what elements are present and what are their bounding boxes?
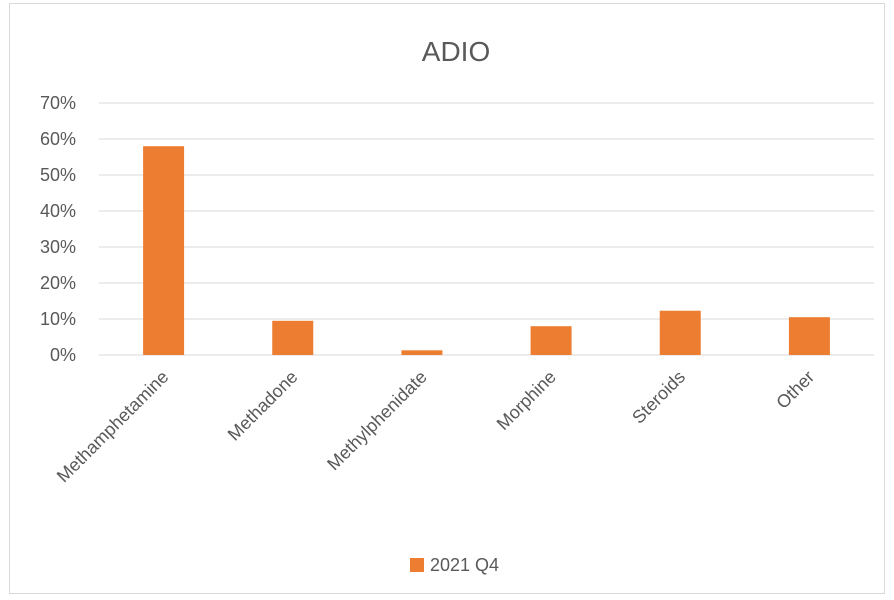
y-tick-label: 10%: [40, 309, 76, 329]
legend: 2021 Q4: [410, 555, 499, 575]
x-tick-label: Methylphenidate: [323, 367, 431, 475]
y-tick-label: 20%: [40, 273, 76, 293]
bar-other: [788, 317, 830, 355]
bar-steroids: [659, 310, 701, 355]
y-tick-label: 40%: [40, 201, 76, 221]
legend-label: 2021 Q4: [430, 555, 499, 575]
chart-title: ADIO: [422, 36, 490, 67]
bar-methamphetamine: [143, 146, 185, 355]
y-tick-label: 60%: [40, 129, 76, 149]
x-tick-label: Methamphetamine: [53, 367, 173, 487]
y-tick-label: 0%: [50, 345, 76, 365]
x-tick-label: Morphine: [493, 367, 560, 434]
bar-methylphenidate: [401, 350, 443, 355]
bars: [143, 146, 830, 355]
y-tick-label: 30%: [40, 237, 76, 257]
y-tick-label: 70%: [40, 93, 76, 113]
y-tick-label: 50%: [40, 165, 76, 185]
bar-morphine: [530, 326, 572, 355]
x-tick-label: Methadone: [224, 367, 302, 445]
gridlines: [99, 102, 874, 356]
y-axis-ticks: 0% 10% 20% 30% 40% 50% 60% 70%: [40, 93, 76, 365]
x-tick-label: Steroids: [628, 367, 689, 428]
legend-swatch: [410, 558, 424, 572]
x-axis-labels: Methamphetamine Methadone Methylphenidate M…: [53, 367, 818, 487]
x-tick-label: Other: [772, 367, 818, 413]
bar-methadone: [272, 320, 314, 355]
